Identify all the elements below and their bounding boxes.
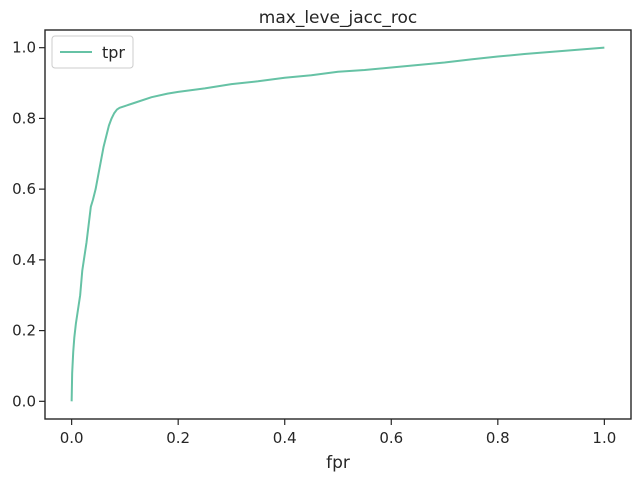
x-tick-label: 1.0 (592, 429, 616, 447)
y-tick-label: 1.0 (12, 39, 36, 57)
legend: tpr (51, 35, 134, 69)
y-tick-label: 0.4 (12, 251, 36, 269)
chart-title: max_leve_jacc_roc (259, 8, 417, 28)
x-axis-label: fpr (326, 453, 350, 473)
y-tick-label: 0.0 (12, 392, 36, 410)
x-tick-label: 0.4 (273, 429, 297, 447)
x-axis-ticks: 0.0 0.2 0.4 0.6 0.8 1.0 (60, 419, 616, 447)
x-tick-label: 0.0 (60, 429, 84, 447)
y-axis-ticks: 0.0 0.2 0.4 0.6 0.8 1.0 (12, 39, 45, 410)
y-tick-label: 0.8 (12, 109, 36, 127)
legend-box (51, 35, 134, 69)
x-tick-label: 0.8 (486, 429, 510, 447)
series-line-tpr (70, 46, 605, 402)
plot-frame (44, 29, 632, 420)
legend-label: tpr (102, 43, 125, 62)
plot-series (70, 46, 605, 402)
x-tick-label: 0.6 (379, 429, 403, 447)
y-tick-label: 0.6 (12, 180, 36, 198)
y-tick-label: 0.2 (12, 322, 36, 340)
x-tick-label: 0.2 (166, 429, 190, 447)
